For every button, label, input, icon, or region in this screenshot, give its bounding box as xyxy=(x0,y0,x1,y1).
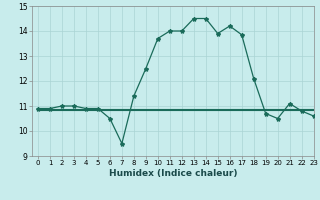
X-axis label: Humidex (Indice chaleur): Humidex (Indice chaleur) xyxy=(108,169,237,178)
